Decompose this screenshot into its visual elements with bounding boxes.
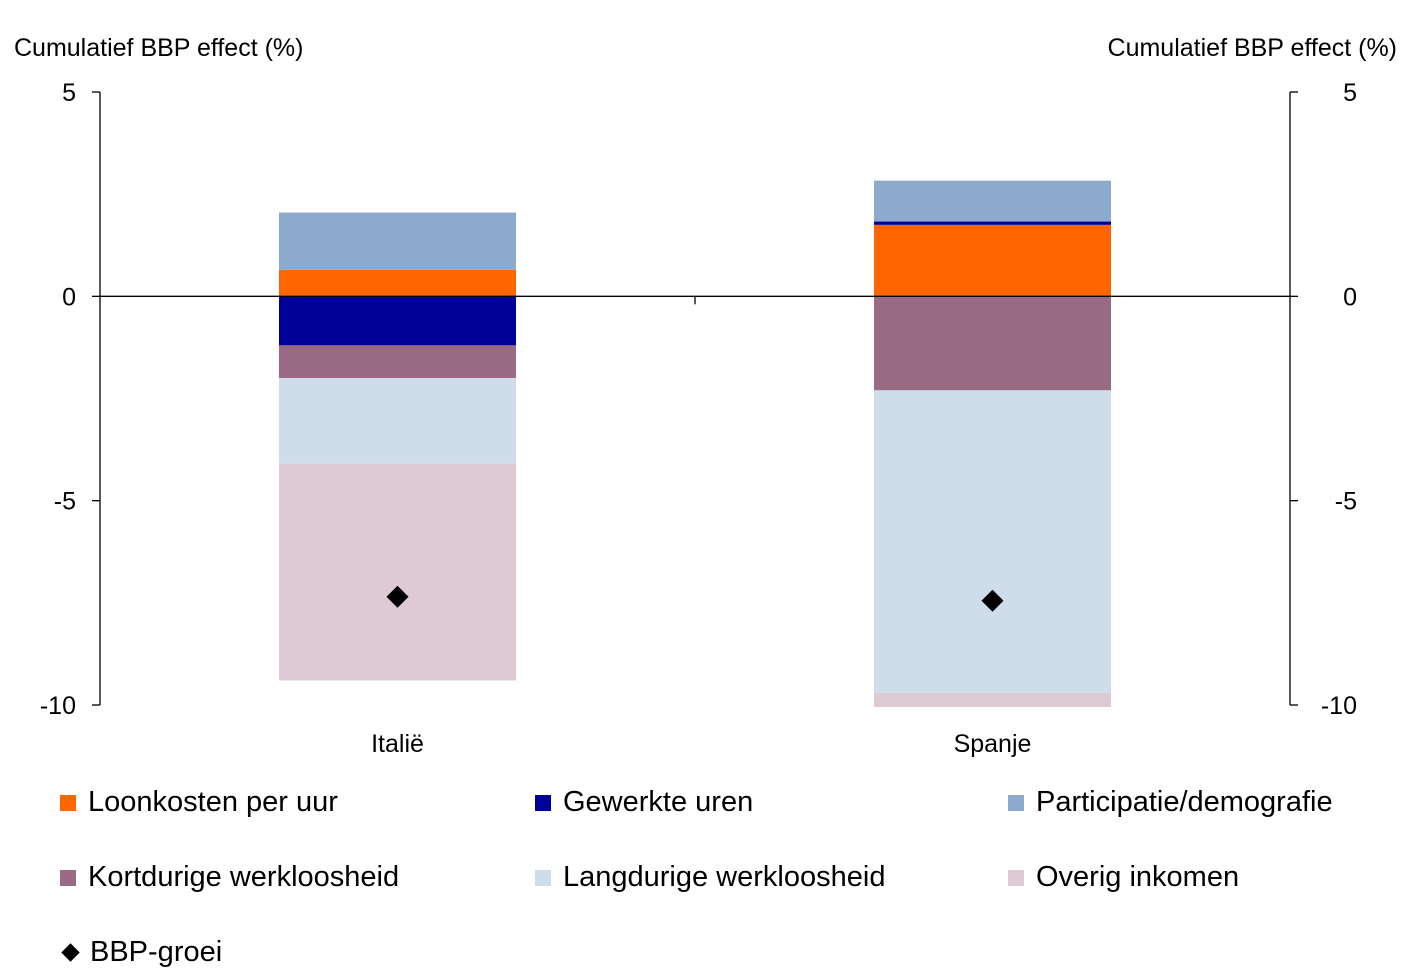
y-tick-label-right: -10 <box>1321 692 1357 720</box>
legend-label: Loonkosten per uur <box>88 786 338 818</box>
legend: Loonkosten per uur Gewerkte uren Participa… <box>0 780 1424 980</box>
markers-layer <box>386 585 1004 612</box>
bar-segment-0-1 <box>279 296 516 346</box>
legend-swatch <box>535 869 551 886</box>
bar-segment-1-3 <box>874 296 1111 391</box>
legend-label: Kortdurige werkloosheid <box>88 861 400 893</box>
legend-label: Overig inkomen <box>1036 861 1240 893</box>
bar-segment-1-2 <box>874 180 1111 222</box>
bar-segment-0-5 <box>279 463 516 681</box>
legend-swatch <box>60 794 76 811</box>
labels-layer: 5 5 0 0 -5 -5 -10 -10 Italië Spanje <box>40 79 1357 758</box>
legend-diamond-icon <box>61 943 80 962</box>
legend-item: Langdurige werkloosheid <box>535 861 885 894</box>
bar-segment-0-4 <box>279 378 516 464</box>
legend-item: Overig inkomen <box>1008 861 1239 894</box>
y-tick-label-right: 5 <box>1343 79 1357 107</box>
legend-swatch <box>1008 794 1024 811</box>
axes-layer <box>92 91 1298 706</box>
bar-segment-0-0 <box>279 269 516 297</box>
bar-segment-1-4 <box>874 390 1111 693</box>
legend-item: Kortdurige werkloosheid <box>60 861 399 894</box>
legend-item: Gewerkte uren <box>535 786 753 819</box>
chart: 5 5 0 0 -5 -5 -10 -10 Italië Spanje <box>40 79 1357 758</box>
y-axis-title-right: Cumulatief BBP effect (%) <box>1107 34 1397 62</box>
x-category-label: Spanje <box>954 730 1032 758</box>
bar-segment-1-1 <box>874 221 1111 225</box>
y-tick-label-left: 0 <box>62 283 76 311</box>
bars-layer <box>279 180 1111 708</box>
legend-swatch <box>1008 869 1024 886</box>
legend-item: Participatie/demografie <box>1008 786 1333 819</box>
y-tick-label-left: -5 <box>54 488 76 516</box>
bbp-groei-marker <box>981 589 1004 612</box>
y-tick-label-right: -5 <box>1335 488 1357 516</box>
legend-label: Langdurige werkloosheid <box>563 861 886 893</box>
bar-segment-1-5 <box>874 692 1111 708</box>
legend-label: Gewerkte uren <box>563 786 754 818</box>
legend-item: BBP-groei <box>60 936 222 969</box>
legend-label: BBP-groei <box>90 936 223 968</box>
legend-swatch <box>535 794 551 811</box>
y-axis-title-left: Cumulatief BBP effect (%) <box>14 34 304 62</box>
legend-label: Participatie/demografie <box>1036 786 1333 818</box>
y-tick-label-left: -10 <box>40 692 76 720</box>
y-tick-label-right: 0 <box>1343 283 1357 311</box>
bar-segment-0-3 <box>279 345 516 379</box>
legend-item: Loonkosten per uur <box>60 786 338 819</box>
x-category-label: Italië <box>371 730 424 758</box>
bbp-groei-marker <box>386 585 409 608</box>
bar-segment-1-0 <box>874 224 1111 297</box>
bar-segment-0-2 <box>279 212 516 270</box>
legend-swatch <box>60 869 76 886</box>
y-tick-label-left: 5 <box>62 79 76 107</box>
